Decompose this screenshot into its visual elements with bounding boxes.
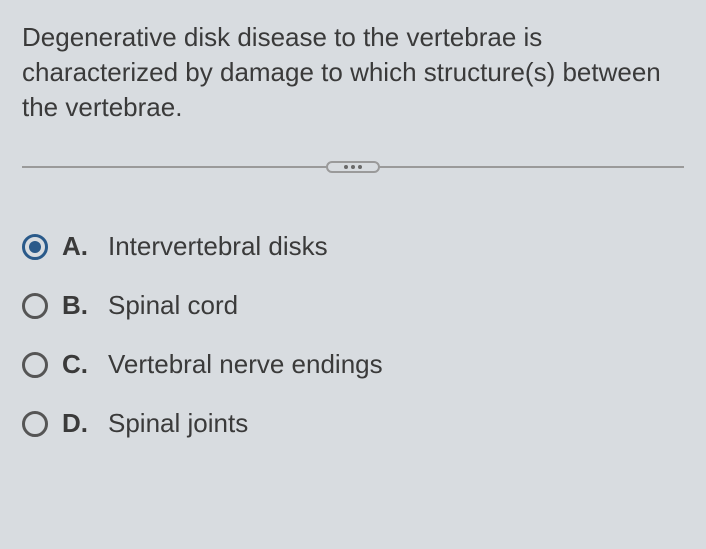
radio-selected-icon — [29, 241, 41, 253]
option-c[interactable]: C. Vertebral nerve endings — [22, 349, 684, 380]
option-text: Vertebral nerve endings — [108, 349, 383, 380]
options-list: A. Intervertebral disks B. Spinal cord C… — [22, 231, 684, 439]
dot-icon — [344, 165, 348, 169]
option-a[interactable]: A. Intervertebral disks — [22, 231, 684, 262]
divider-line-left — [22, 166, 327, 168]
question-text: Degenerative disk disease to the vertebr… — [22, 20, 684, 125]
radio-button[interactable] — [22, 234, 48, 260]
option-text: Intervertebral disks — [108, 231, 328, 262]
option-text: Spinal joints — [108, 408, 248, 439]
option-b[interactable]: B. Spinal cord — [22, 290, 684, 321]
radio-button[interactable] — [22, 293, 48, 319]
radio-button[interactable] — [22, 411, 48, 437]
option-letter: B. — [62, 290, 94, 321]
option-letter: A. — [62, 231, 94, 262]
divider — [22, 153, 684, 181]
divider-badge[interactable] — [326, 161, 380, 173]
dot-icon — [351, 165, 355, 169]
dot-icon — [358, 165, 362, 169]
option-letter: D. — [62, 408, 94, 439]
radio-button[interactable] — [22, 352, 48, 378]
option-letter: C. — [62, 349, 94, 380]
option-d[interactable]: D. Spinal joints — [22, 408, 684, 439]
divider-line-right — [379, 166, 684, 168]
option-text: Spinal cord — [108, 290, 238, 321]
